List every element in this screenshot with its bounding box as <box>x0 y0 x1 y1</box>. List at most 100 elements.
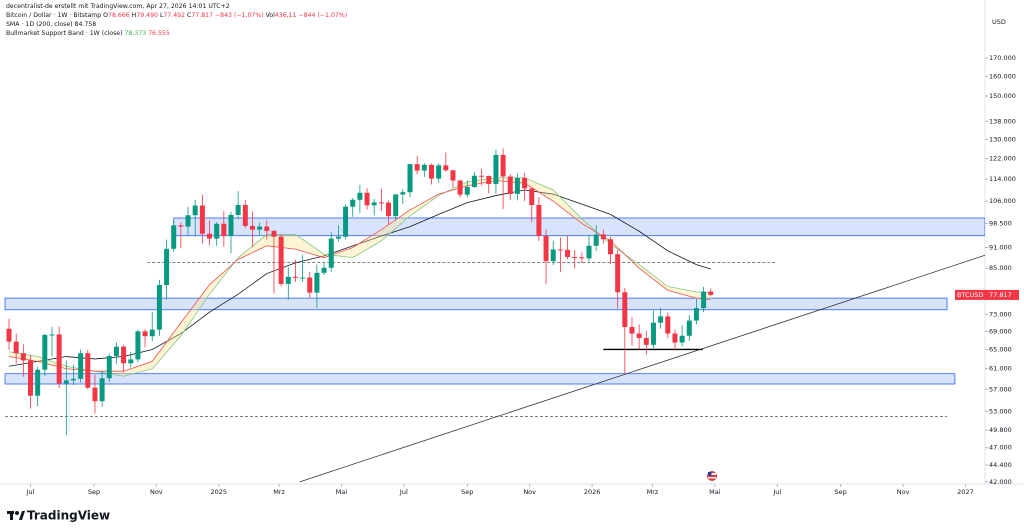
price-tag <box>955 289 985 300</box>
candle-body <box>386 202 392 217</box>
y-tick-label: 130.000 <box>989 135 1016 143</box>
volume-change: −844 (−1,07%) <box>298 12 348 19</box>
candle-body <box>557 249 563 251</box>
candle-body <box>543 236 549 262</box>
candle-body <box>292 276 298 278</box>
candle-body <box>371 202 377 206</box>
candle-body <box>185 215 191 227</box>
candle-body <box>421 164 427 171</box>
x-tick-label: Sep <box>461 488 473 496</box>
candle-body <box>113 346 119 357</box>
logo-shape <box>15 511 19 515</box>
candle-body <box>199 205 205 234</box>
candle-body <box>228 214 234 237</box>
candle-body <box>328 238 334 268</box>
y-tick-label: 47.000 <box>989 444 1012 452</box>
price-tag-box <box>985 289 1019 300</box>
candle-body <box>357 192 363 200</box>
x-tick-label: 2027 <box>957 488 974 496</box>
candle-body <box>28 360 34 396</box>
candle-body <box>708 291 714 295</box>
candle-body <box>56 334 62 384</box>
x-tick-label: Jul <box>26 488 35 496</box>
indicator-line <box>8 189 711 367</box>
candle-body <box>522 177 528 189</box>
candle-body <box>400 192 406 195</box>
ohlc-value: 79.490 <box>136 12 158 19</box>
legend-symbol: Bitcoin / Dollar · 1W · Bitstamp O78.666… <box>6 12 347 20</box>
y-tick-label: 42.000 <box>989 478 1012 486</box>
logo-shape <box>10 511 13 520</box>
candle-body <box>99 378 105 402</box>
legend-band: Bullmarket Support Band · 1W (close) 78.… <box>6 30 170 38</box>
candle-body <box>658 316 664 323</box>
y-tick-label: 150.000 <box>989 92 1016 100</box>
candle-body <box>615 254 621 293</box>
candle-body <box>221 223 227 237</box>
candle-body <box>106 356 112 379</box>
candle-body <box>249 225 255 230</box>
zone <box>4 297 948 311</box>
event-flag-canton <box>708 472 712 476</box>
candle-body <box>407 164 413 193</box>
y-tick-label: 85.000 <box>989 264 1012 272</box>
candle-body <box>300 277 306 279</box>
candle-body <box>636 333 642 339</box>
candle-body <box>343 206 349 237</box>
candle-body <box>20 353 26 361</box>
candle-body <box>529 188 535 205</box>
candle-body <box>121 346 127 364</box>
candle-body <box>35 369 41 396</box>
candle-body <box>686 320 692 336</box>
candle-body <box>164 248 170 286</box>
candle-body <box>536 204 542 237</box>
candle-body <box>63 380 69 384</box>
ohlc-key: H <box>131 12 137 19</box>
y-tick-label: 57.000 <box>989 385 1012 393</box>
candle-body <box>579 257 585 259</box>
event-flag-stripe <box>708 477 716 479</box>
ohlc-key: C <box>187 12 192 19</box>
candle-body <box>479 175 485 177</box>
axes: 170.000 160.000 150.000 138.000 130.000 122.0… <box>26 54 1019 496</box>
candle-body <box>42 334 48 370</box>
candle-body <box>643 338 649 345</box>
x-tick-label: 2026 <box>584 488 601 496</box>
y-tick-label: 61.000 <box>989 365 1012 373</box>
logo-shape <box>19 511 25 520</box>
candle-body <box>235 204 241 215</box>
price-tag-name: BTCUSD <box>957 291 983 299</box>
x-tick-label: Nov <box>523 488 536 496</box>
candle-body <box>49 334 55 336</box>
indicator-value: 76.555 <box>148 30 170 37</box>
candle-body <box>572 256 578 258</box>
candle-body <box>486 176 492 185</box>
candle-body <box>679 335 685 343</box>
candle-body <box>550 249 556 262</box>
candle-body <box>6 328 12 342</box>
y-tick-label: 160.000 <box>989 72 1016 80</box>
candle-body <box>314 272 320 293</box>
candle-body <box>650 322 656 345</box>
credit: decentralist-de erstellt mit TradingView… <box>6 3 230 10</box>
candle-body <box>493 154 499 185</box>
candle-body <box>450 170 456 181</box>
legend-sma: SMA · 1D (200, close) 84.758 <box>6 21 96 29</box>
candle-body <box>142 331 148 337</box>
candle-body <box>701 291 707 309</box>
candle-body <box>13 341 19 354</box>
ohlc-value: 77.492 <box>163 12 186 19</box>
candle-body <box>593 234 599 246</box>
candle-body <box>214 223 220 239</box>
y-tick-label: 98.500 <box>989 219 1012 227</box>
indicator-value: 78.373 <box>124 30 147 37</box>
y-tick-label: 73.000 <box>989 310 1012 318</box>
indicator-line <box>8 177 711 377</box>
candle-body <box>436 165 442 179</box>
x-tick-label: Nov <box>150 488 163 496</box>
y-tick-label: 44.400 <box>989 461 1012 469</box>
logo-text: TradingView <box>27 509 110 523</box>
